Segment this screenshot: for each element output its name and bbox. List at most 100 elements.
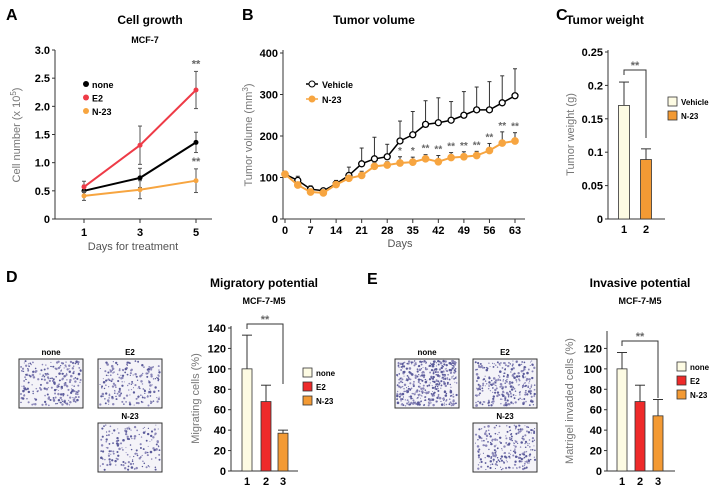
- cell-dot: [479, 458, 482, 461]
- cell-dot: [527, 459, 531, 463]
- cell-dot: [141, 465, 144, 468]
- cell-dot: [104, 402, 107, 405]
- cell-dot: [533, 456, 535, 458]
- cell-dot: [101, 435, 104, 438]
- cell-dot: [431, 386, 435, 390]
- cell-dot: [126, 453, 129, 456]
- cell-dot: [452, 375, 454, 377]
- cell-dot: [478, 428, 481, 431]
- cell-dot: [492, 454, 495, 457]
- chart-a-point: [81, 184, 87, 190]
- cell-dot: [494, 379, 498, 382]
- cell-dot: [150, 434, 153, 438]
- chart-e-legend-label: none: [690, 363, 710, 372]
- cell-dot: [530, 386, 533, 388]
- cell-dot: [43, 375, 46, 378]
- cell-dot: [443, 371, 445, 373]
- cell-dot: [106, 463, 109, 467]
- cell-dot: [435, 362, 438, 364]
- cell-dot: [23, 379, 26, 382]
- cell-dot: [482, 400, 485, 403]
- cell-dot: [100, 456, 103, 460]
- cell-dot: [403, 361, 406, 364]
- cell-dot: [528, 439, 531, 441]
- cell-dot: [482, 382, 485, 385]
- cell-dot: [420, 400, 422, 402]
- chart-b-point: [421, 120, 430, 129]
- cell-dot: [408, 360, 411, 363]
- cell-dot: [491, 439, 493, 441]
- cell-dot: [523, 467, 526, 470]
- chart-a-x-tick-label: 3: [137, 227, 143, 239]
- cell-dot: [66, 394, 69, 397]
- cell-dot: [60, 387, 63, 390]
- cell-dot: [491, 463, 494, 466]
- cell-dot: [523, 383, 525, 385]
- cell-dot: [432, 403, 435, 407]
- cell-dot: [524, 446, 527, 449]
- cell-dot: [122, 460, 125, 464]
- cell-dot: [156, 441, 159, 444]
- chart-e-subtitle: MCF-7-M5: [619, 296, 662, 306]
- cell-dot: [418, 368, 422, 372]
- cell-dot: [403, 364, 405, 367]
- cell-dot: [443, 390, 447, 394]
- cell-dot: [63, 367, 65, 369]
- cell-dot: [61, 403, 64, 406]
- cell-dot: [495, 387, 498, 390]
- cell-dot: [455, 382, 458, 384]
- cell-dot: [520, 363, 523, 366]
- cell-dot: [476, 445, 480, 448]
- chart-b-point: [472, 151, 481, 160]
- cell-dot: [420, 397, 422, 399]
- cell-dot: [487, 401, 491, 404]
- cell-dot: [396, 392, 398, 394]
- cell-dot: [152, 378, 155, 380]
- cell-dot: [421, 392, 424, 394]
- chart-a-significance: **: [192, 156, 201, 168]
- cell-dot: [494, 388, 497, 392]
- cell-dot: [522, 402, 525, 406]
- cell-dot: [396, 394, 399, 398]
- chart-b-point: [358, 160, 366, 168]
- cell-dot: [108, 453, 110, 455]
- chart-e-bar-none: [616, 368, 628, 472]
- cell-dot: [436, 396, 439, 400]
- chart-b-x-tick-label: 28: [381, 225, 393, 237]
- cell-dot: [126, 437, 129, 440]
- cell-dot: [27, 370, 29, 372]
- cell-dot: [69, 400, 72, 404]
- cell-dot: [143, 396, 146, 399]
- cell-dot: [524, 425, 526, 427]
- chart-d-legend-label: N-23: [316, 397, 334, 406]
- cell-dot: [495, 460, 498, 463]
- cell-dot: [403, 370, 406, 374]
- cell-dot: [44, 403, 48, 406]
- cell-dot: [40, 369, 43, 372]
- cell-dot: [527, 431, 531, 434]
- cell-dot: [428, 365, 431, 367]
- cell-dot: [525, 466, 528, 469]
- chart-c-x-tick-label: 1: [621, 224, 627, 236]
- chart-e-microscopy-image-n-23: [472, 422, 538, 473]
- cell-dot: [118, 368, 121, 370]
- cell-dot: [518, 379, 521, 382]
- cell-dot: [504, 466, 508, 470]
- cell-dot: [414, 376, 417, 379]
- chart-d-x-tick-label: 1: [244, 476, 250, 488]
- cell-dot: [533, 384, 536, 386]
- cell-dot: [474, 368, 477, 371]
- cell-dot: [125, 433, 127, 436]
- chart-d-microscopy-image-e2: [97, 358, 163, 409]
- cell-dot: [134, 360, 137, 362]
- cell-dot: [410, 401, 413, 405]
- cell-dot: [422, 366, 424, 368]
- cell-dot: [521, 437, 524, 439]
- cell-dot: [57, 399, 61, 402]
- cell-dot: [442, 365, 444, 368]
- chart-b-y-tick-label: 200: [260, 131, 278, 143]
- cell-dot: [510, 371, 512, 373]
- cell-dot: [99, 465, 102, 467]
- chart-b-point: [408, 158, 417, 166]
- cell-dot: [147, 465, 150, 467]
